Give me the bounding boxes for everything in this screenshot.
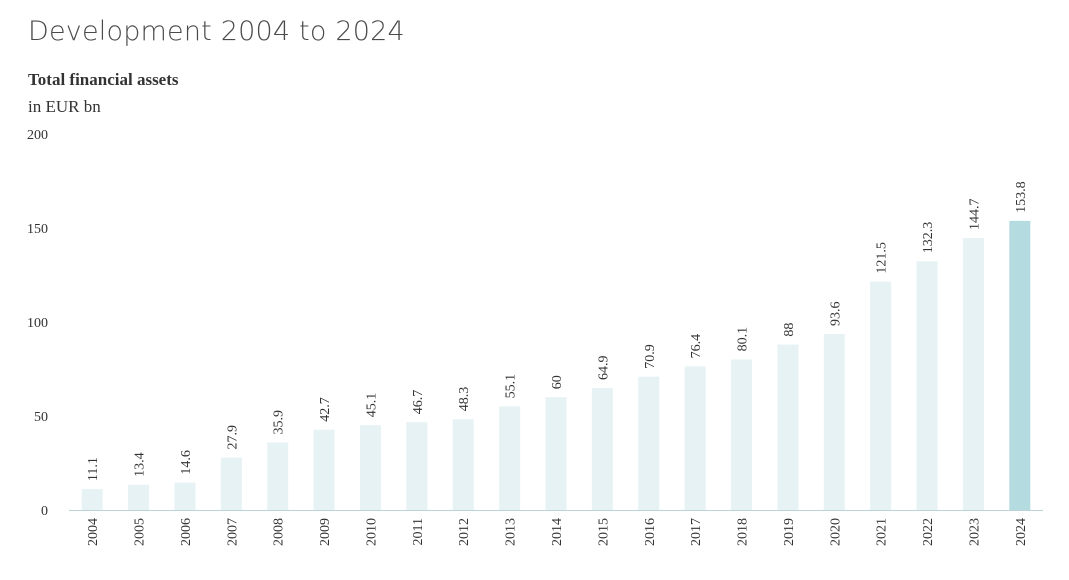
chart-title: Total financial assets xyxy=(28,70,179,89)
bar xyxy=(499,406,521,510)
y-tick-label: 150 xyxy=(27,222,48,237)
bar-data-label: 13.4 xyxy=(133,452,148,477)
y-tick-label: 0 xyxy=(41,504,48,519)
bar xyxy=(823,334,845,510)
y-tick-label: 100 xyxy=(27,316,48,331)
x-tick-label: 2015 xyxy=(596,518,611,546)
bar xyxy=(81,489,103,510)
x-tick-label: 2010 xyxy=(364,518,379,546)
y-tick-label: 50 xyxy=(34,410,48,425)
bar-data-label: 70.9 xyxy=(643,344,658,369)
x-tick-label: 2022 xyxy=(921,518,936,546)
bar xyxy=(591,387,613,510)
bar xyxy=(220,457,242,510)
x-tick-label: 2018 xyxy=(736,518,751,546)
bar xyxy=(1009,220,1031,510)
bar xyxy=(406,422,428,510)
bar-data-label: 153.8 xyxy=(1014,181,1029,213)
bar xyxy=(870,281,892,510)
bar-data-label: 11.1 xyxy=(86,457,101,481)
bar xyxy=(545,397,567,510)
bar xyxy=(638,376,660,510)
y-axis-ticks: 0 50 100 150 200 xyxy=(27,128,48,519)
bar xyxy=(916,261,938,510)
bar-data-label: 144.7 xyxy=(967,198,982,230)
x-tick-label: 2024 xyxy=(1014,518,1029,546)
bar-data-label: 55.1 xyxy=(504,374,519,399)
x-tick-label: 2005 xyxy=(133,518,148,546)
bar-data-label: 60 xyxy=(550,375,565,389)
bar-data-label: 132.3 xyxy=(921,222,936,254)
x-tick-label: 2020 xyxy=(828,518,843,546)
chart-subtitle: in EUR bn xyxy=(28,97,101,116)
bar xyxy=(452,419,474,510)
x-tick-label: 2009 xyxy=(318,518,333,546)
bar-data-label: 35.9 xyxy=(272,410,287,435)
bar xyxy=(684,366,706,510)
bar-data-labels: 11.1 13.4 14.6 27.9 35.9 42.7 45.1 46.7 48.3 55.1… xyxy=(86,181,1029,481)
x-tick-label: 2011 xyxy=(411,518,426,545)
x-tick-label: 2007 xyxy=(225,518,240,546)
bar-data-label: 76.4 xyxy=(689,334,704,359)
x-tick-label: 2019 xyxy=(782,518,797,546)
bar-data-label: 80.1 xyxy=(736,327,751,352)
x-tick-label: 2012 xyxy=(457,518,472,546)
bar xyxy=(359,425,381,510)
bar xyxy=(962,237,984,511)
x-tick-label: 2014 xyxy=(550,518,565,546)
y-tick-label: 200 xyxy=(27,128,48,143)
bar xyxy=(731,359,753,510)
bar-data-label: 64.9 xyxy=(596,355,611,380)
bar-data-label: 42.7 xyxy=(318,397,333,422)
bar-data-label: 14.6 xyxy=(179,450,194,475)
x-tick-label: 2017 xyxy=(689,518,704,546)
bar-data-label: 27.9 xyxy=(225,425,240,449)
page-title: Development 2004 to 2024 xyxy=(28,16,405,47)
bar-data-label: 48.3 xyxy=(457,387,472,412)
x-tick-label: 2013 xyxy=(504,518,519,546)
bar xyxy=(267,442,289,510)
x-tick-label: 2008 xyxy=(272,518,287,546)
bars xyxy=(81,220,1031,511)
bar-data-label: 88 xyxy=(782,323,797,337)
bar-data-label: 121.5 xyxy=(875,242,890,274)
bar xyxy=(174,482,196,510)
bar xyxy=(777,344,799,510)
x-axis-tick-labels: 2004 2005 2006 2007 2008 2009 2010 2011 2012 2013… xyxy=(86,518,1029,546)
x-tick-label: 2016 xyxy=(643,518,658,546)
bar xyxy=(313,429,335,510)
bar-data-label: 45.1 xyxy=(364,393,379,418)
bar-data-label: 46.7 xyxy=(411,390,426,415)
bar-data-label: 93.6 xyxy=(828,302,843,327)
x-tick-label: 2023 xyxy=(967,518,982,546)
x-tick-label: 2021 xyxy=(875,518,890,546)
x-tick-label: 2006 xyxy=(179,518,194,546)
bar xyxy=(128,484,150,510)
x-tick-label: 2004 xyxy=(86,518,101,546)
